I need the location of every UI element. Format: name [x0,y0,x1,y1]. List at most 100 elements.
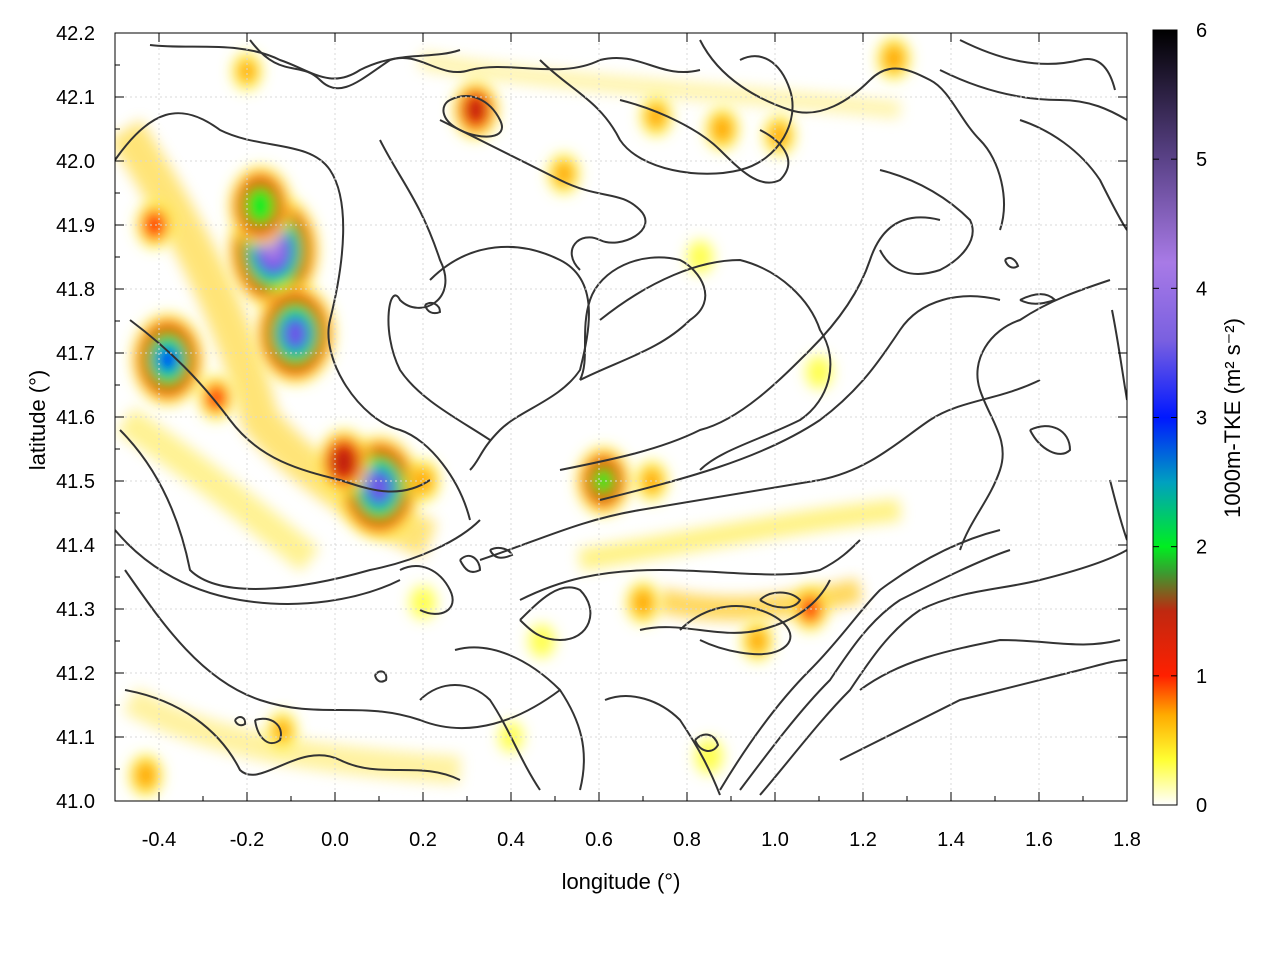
contour-line [119,429,481,590]
y-tick-label: 41.3 [56,599,95,621]
x-tick-label: -0.4 [142,829,176,851]
tke-hotspot [626,581,660,624]
tke-hotspot [229,166,292,246]
contour-line [1111,309,1127,401]
y-axis: 41.0 41.1 41.2 41.3 41.4 41.5 41.6 41.7 41.8 41.9… [56,23,1127,813]
x-axis: -0.4 -0.2 0.0 0.2 0.4 0.6 0.8 1.0 1.2 1.4 1.6 1.8 [114,33,1141,851]
contour-line [439,119,647,271]
contour-line [519,586,592,642]
tke-hotspot [406,459,440,503]
x-tick-label: 1.2 [849,829,877,851]
y-tick-label: 41.4 [56,535,95,557]
x-tick-label: 1.0 [761,829,789,851]
tke-hotspot [409,585,437,620]
contour-line [579,256,707,381]
contour-line [115,112,471,521]
contour-line [115,529,401,605]
y-axis-label: latitude (°) [25,370,50,471]
tke-hotspot [741,620,774,662]
contour-line [479,379,1041,561]
tke-haze-band [578,499,902,571]
tke-hotspot [687,240,714,274]
contour-line [859,638,1121,691]
tke-hotspot [705,107,739,151]
colorbar-tick-label: 6 [1196,20,1207,42]
tke-hotspot [763,115,796,156]
y-tick-label: 41.7 [56,343,95,365]
colorbar-tick-label: 4 [1196,278,1207,300]
tke-hotspot [129,754,163,797]
terrain-contours [115,39,1127,796]
tke-hotspot [805,355,833,389]
contour-line [254,717,282,745]
contour-line [739,549,1011,791]
x-tick-label: 1.8 [1113,829,1141,851]
contour-line [539,55,794,175]
contour-line [129,319,431,493]
tke-hotspot [548,153,580,194]
contour-line [1029,425,1072,455]
colorbar-tick-label: 5 [1196,149,1207,171]
contour-line [149,44,461,80]
contour-line [959,279,1111,551]
x-tick-label: 0.6 [585,829,613,851]
contour-line [679,605,792,656]
tke-hotspot [232,52,262,91]
y-tick-label: 42.2 [56,23,95,45]
x-tick-label: 1.6 [1025,829,1053,851]
contour-line [374,670,388,683]
contour-line [559,216,941,471]
tke-hotspot [877,37,911,80]
contour-line [249,39,701,90]
contour-line [459,554,482,573]
y-tick-label: 41.5 [56,471,95,493]
x-tick-label: 0.8 [673,829,701,851]
tke-hotspot [256,283,335,384]
contour-line [519,539,861,601]
contour-line [379,139,491,441]
contour-line [639,579,831,634]
y-tick-label: 41.2 [56,663,95,685]
contour-line [489,546,514,559]
contour-line [694,733,720,752]
contour-line [879,169,974,275]
tke-haze-band [418,51,901,119]
contour-line [1019,293,1057,305]
contour-line [599,295,1001,501]
contour-line [1109,479,1127,541]
colorbar-tick-label: 1 [1196,666,1207,688]
y-tick-label: 41.1 [56,727,95,749]
contour-line [399,565,454,615]
colorbar-tick-label: 2 [1196,537,1207,559]
tke-hotspot [198,375,234,421]
contour-line [699,39,1005,231]
colorbar-tick-label: 0 [1196,795,1207,817]
x-axis-label: longitude (°) [562,869,681,894]
contour-line [959,39,1116,91]
contour-line [604,695,721,796]
y-tick-label: 42.0 [56,151,95,173]
tke-hotspot [136,201,173,249]
contour-line [442,95,503,138]
contour-line [939,69,1127,121]
contour-line [1019,119,1127,231]
contour-line [424,302,442,315]
x-tick-label: 1.4 [937,829,965,851]
contour-line [759,549,1127,796]
y-tick-label: 41.9 [56,215,95,237]
colorbar: 0 1 2 3 4 5 6 1000m-TKE (m² s⁻²) [1152,20,1245,817]
colorbar-tick-label: 3 [1196,408,1207,430]
contour-line [759,591,802,609]
contour-line [124,689,461,781]
tke-field [115,37,911,797]
contour-line [719,529,1001,791]
y-tick-label: 41.0 [56,791,95,813]
x-tick-label: 0.2 [409,829,437,851]
x-tick-label: -0.2 [230,829,264,851]
y-tick-label: 42.1 [56,87,95,109]
x-tick-label: 0.4 [497,829,525,851]
colorbar-label: 1000m-TKE (m² s⁻²) [1220,318,1245,518]
contour-line [124,569,561,729]
y-tick-label: 41.6 [56,407,95,429]
